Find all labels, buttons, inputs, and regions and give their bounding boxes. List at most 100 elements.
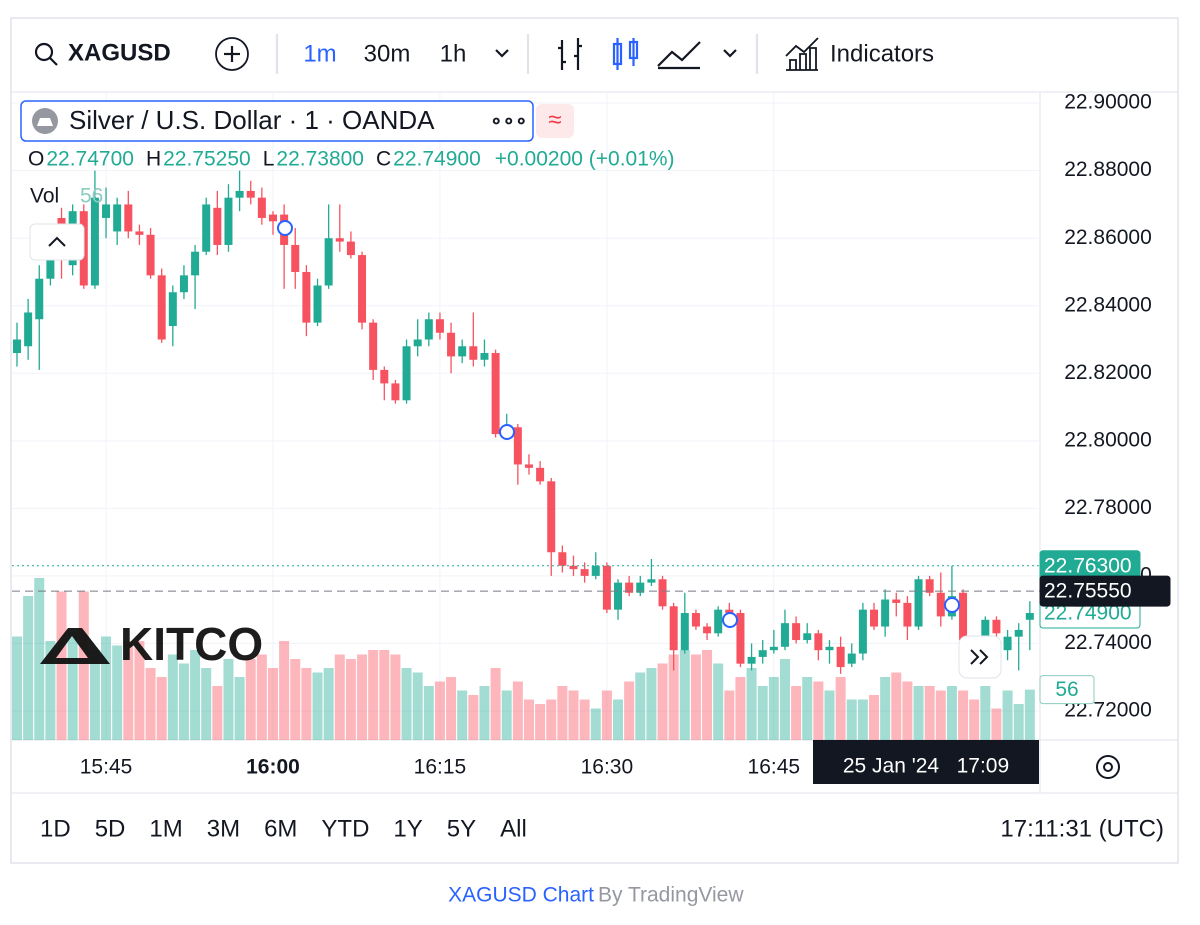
volume-bar <box>857 699 868 740</box>
event-marker[interactable] <box>944 597 960 613</box>
volume-bar <box>256 654 267 740</box>
volume-bar <box>145 668 156 740</box>
candle-body <box>524 464 533 468</box>
candle-body <box>959 592 968 641</box>
indicators-icon[interactable] <box>785 37 819 71</box>
bars-icon[interactable] <box>558 38 582 70</box>
volume-bar <box>156 677 167 740</box>
y-tick-label: 22.82000 <box>1064 361 1152 384</box>
candle-body <box>881 599 890 627</box>
event-marker[interactable] <box>277 220 293 236</box>
interval[interactable]: 1h <box>440 40 467 67</box>
volume-bar <box>134 641 145 740</box>
candle-body <box>246 190 255 198</box>
range-button[interactable]: 3M <box>207 815 240 842</box>
search-icon[interactable] <box>34 42 54 62</box>
candle-body <box>458 346 467 357</box>
clock: 17:11:31 (UTC) <box>1000 815 1164 842</box>
volume-bar <box>690 654 701 740</box>
candle-body <box>146 234 155 276</box>
volume-bar <box>267 668 278 740</box>
volume-bar <box>846 699 857 740</box>
area-icon[interactable] <box>657 41 701 70</box>
range-button[interactable]: 1D <box>40 815 71 842</box>
x-tick-label: 16:15 <box>414 756 467 779</box>
range-button[interactable]: All <box>500 815 527 842</box>
interval-menu[interactable] <box>495 49 509 58</box>
range-button[interactable]: 5Y <box>447 815 476 842</box>
watermark: KITCO <box>40 618 263 670</box>
y-tick-label: 22.84000 <box>1064 293 1152 316</box>
range-button[interactable]: 6M <box>264 815 297 842</box>
badge[interactable] <box>536 104 574 138</box>
volume-bar <box>523 699 534 740</box>
volume-bar <box>12 636 22 740</box>
volume-bar <box>56 591 67 740</box>
volume-bar <box>479 686 490 740</box>
candle-body <box>580 569 589 576</box>
collapse-button[interactable] <box>29 223 85 261</box>
ohlc-value: 22.75250 <box>163 148 251 171</box>
volume-bar <box>579 699 590 740</box>
volume-bar <box>123 641 134 740</box>
symbol-name: Silver / U.S. Dollar · 1 · OANDA <box>69 105 435 135</box>
volume-bar <box>557 686 568 740</box>
volume-bar <box>379 650 390 740</box>
symbol-legend[interactable] <box>20 100 534 142</box>
candle-body <box>268 214 277 222</box>
volume-bar <box>802 677 813 740</box>
volume-bar <box>212 686 223 740</box>
more[interactable]: ∘∘∘ <box>490 110 528 132</box>
candle-body <box>725 609 734 614</box>
candle-body <box>614 582 623 610</box>
compare-icon[interactable] <box>215 37 249 71</box>
volume-bar <box>45 641 56 740</box>
badge-icon: ≈ <box>548 106 561 133</box>
scroll-button[interactable] <box>958 635 1002 679</box>
range-button[interactable]: 1M <box>149 815 182 842</box>
indicators[interactable]: Indicators <box>830 40 934 67</box>
vol-key: Vol <box>30 185 59 208</box>
footer-by: By TradingView <box>598 884 744 907</box>
candle-body <box>1003 636 1012 651</box>
candles-icon[interactable] <box>612 38 639 70</box>
ohlc-key: C <box>376 148 391 171</box>
event-marker[interactable] <box>499 424 515 440</box>
logo-glyph <box>37 118 53 126</box>
candle-body <box>981 619 990 651</box>
volume-bar <box>757 686 768 740</box>
footer-link[interactable]: XAGUSD Chart <box>448 884 594 907</box>
event-marker[interactable] <box>722 612 738 628</box>
candle-body <box>780 623 789 647</box>
candle-body <box>936 592 945 617</box>
candle-body <box>792 623 801 641</box>
chart-type-menu[interactable] <box>723 49 737 58</box>
candle-body <box>513 427 522 465</box>
candle-body <box>769 646 778 651</box>
volume-bar <box>1002 690 1013 740</box>
volume-bar <box>590 708 601 740</box>
range-button[interactable]: 5D <box>95 815 126 842</box>
interval[interactable]: 1m <box>303 40 336 67</box>
volume-bar <box>401 668 412 740</box>
candle-body <box>669 606 678 651</box>
volume-bar <box>1013 704 1024 740</box>
candle-body <box>647 579 656 583</box>
volume-bar <box>368 650 379 740</box>
settings-icon[interactable] <box>1096 755 1120 779</box>
candle-body <box>447 332 456 357</box>
candle-body <box>691 613 700 627</box>
symbol[interactable]: XAGUSD <box>68 39 171 66</box>
ohlc-key: L <box>263 148 275 171</box>
range-button[interactable]: 1Y <box>393 815 422 842</box>
candle-body <box>302 271 311 323</box>
volume-bar <box>613 699 624 740</box>
y-tick-label: 22.80000 <box>1064 428 1152 451</box>
volume-bar <box>779 659 790 740</box>
y-tick-label: 22.74000 <box>1064 631 1152 654</box>
range-button[interactable]: YTD <box>321 815 369 842</box>
volume-bar <box>546 699 557 740</box>
volume-bar <box>167 654 178 740</box>
price-tag-label: 22.75550 <box>1044 580 1132 603</box>
interval[interactable]: 30m <box>364 40 411 67</box>
